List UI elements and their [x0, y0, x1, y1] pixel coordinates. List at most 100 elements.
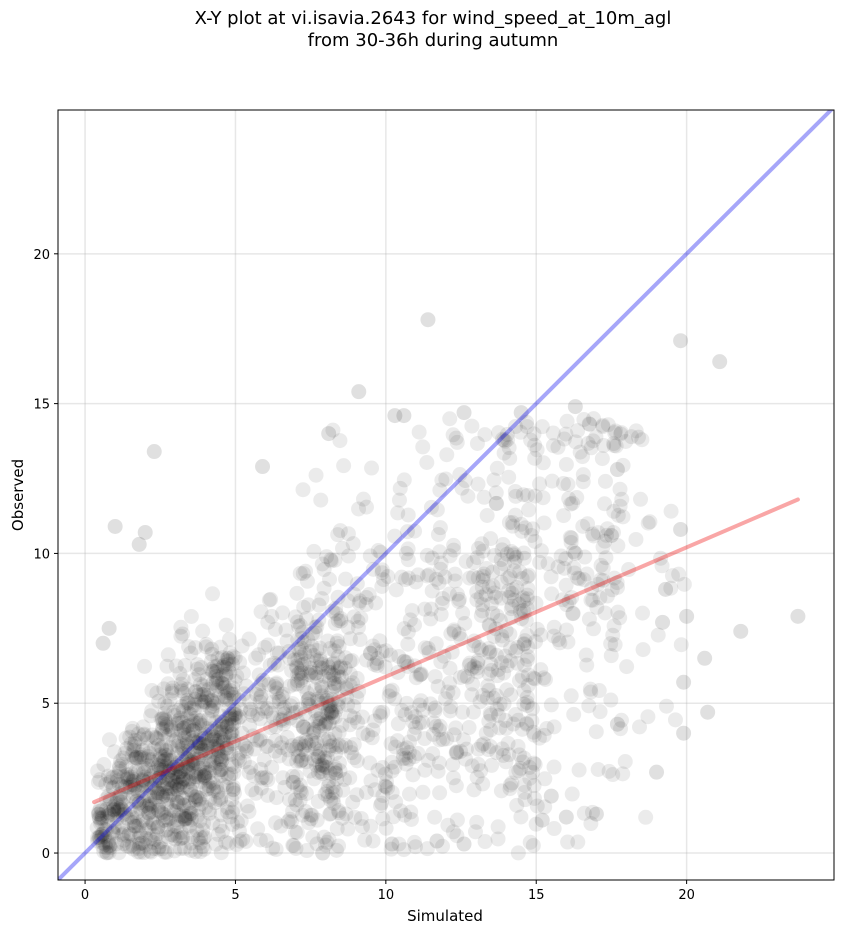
- scatter-point: [609, 575, 625, 591]
- scatter-point: [160, 698, 176, 714]
- scatter-point: [159, 780, 175, 796]
- scatter-point: [374, 795, 390, 811]
- scatter-point: [349, 787, 365, 803]
- scatter-point: [536, 670, 552, 686]
- scatter-point: [582, 681, 598, 697]
- scatter-point: [492, 560, 508, 576]
- scatter-point: [465, 676, 481, 692]
- scatter-point: [398, 756, 414, 772]
- scatter-point: [320, 633, 336, 649]
- scatter-point: [143, 768, 159, 784]
- scatter-point: [321, 664, 337, 680]
- scatter-point: [102, 774, 118, 790]
- scatter-point: [533, 627, 549, 643]
- scatter-point: [314, 556, 330, 572]
- scatter-point: [398, 750, 414, 766]
- scatter-point: [583, 816, 599, 832]
- scatter-point: [383, 841, 399, 857]
- scatter-point: [579, 657, 595, 673]
- scatter-point: [127, 814, 143, 830]
- scatter-point: [225, 656, 241, 672]
- scatter-point: [294, 657, 310, 673]
- scatter-point: [461, 657, 477, 673]
- scatter-point: [324, 703, 340, 719]
- scatter-point: [671, 566, 687, 582]
- scatter-point: [314, 656, 330, 672]
- scatter-point: [502, 626, 518, 642]
- scatter-point: [512, 564, 528, 580]
- scatter-point: [141, 771, 157, 787]
- scatter-point: [152, 773, 168, 789]
- scatter-point: [107, 518, 123, 534]
- scatter-point: [226, 785, 242, 801]
- scatter-point: [93, 832, 109, 848]
- scatter-point: [264, 705, 280, 721]
- scatter-point: [310, 793, 326, 809]
- scatter-point: [527, 450, 543, 466]
- scatter-point: [508, 488, 524, 504]
- scatter-point: [374, 644, 390, 660]
- scatter-point: [486, 629, 502, 645]
- scatter-point: [146, 841, 162, 857]
- scatter-point: [212, 762, 228, 778]
- scatter-point: [199, 737, 215, 753]
- scatter-point: [308, 665, 324, 681]
- scatter-point: [96, 843, 112, 859]
- scatter-point: [159, 716, 175, 732]
- scatter-point: [223, 746, 239, 762]
- scatter-point: [410, 746, 426, 762]
- scatter-point: [180, 756, 196, 772]
- scatter-point: [198, 745, 214, 761]
- scatter-point: [427, 669, 443, 685]
- scatter-point: [516, 636, 532, 652]
- scatter-point: [595, 539, 611, 555]
- scatter-point: [420, 312, 436, 328]
- scatter-point: [490, 668, 506, 684]
- scatter-point: [157, 710, 173, 726]
- scatter-point: [195, 623, 211, 639]
- scatter-point: [519, 414, 535, 430]
- scatter-point: [261, 676, 277, 692]
- scatter-point: [169, 781, 185, 797]
- scatter-point: [469, 435, 485, 451]
- scatter-point: [300, 597, 316, 613]
- scatter-point: [128, 750, 144, 766]
- x-tick-label: 5: [231, 888, 239, 903]
- scatter-point: [174, 699, 190, 715]
- scatter-point: [197, 769, 213, 785]
- scatter-point: [516, 777, 532, 793]
- scatter-point: [439, 731, 455, 747]
- scatter-point: [241, 804, 257, 820]
- scatter-point: [188, 755, 204, 771]
- scatter-point: [182, 771, 198, 787]
- scatter-point: [574, 449, 590, 465]
- scatter-point: [146, 444, 162, 460]
- scatter-point: [509, 797, 525, 813]
- scatter-point: [220, 650, 236, 666]
- scatter-point: [195, 678, 211, 694]
- scatter-point: [448, 720, 464, 736]
- scatter-point: [332, 659, 348, 675]
- scatter-point: [570, 834, 586, 850]
- scatter-point: [312, 743, 328, 759]
- scatter-point: [580, 516, 596, 532]
- scatter-point: [264, 759, 280, 775]
- scatter-point: [204, 743, 220, 759]
- scatter-point: [176, 798, 192, 814]
- scatter-point: [193, 740, 209, 756]
- scatter-point: [260, 637, 276, 653]
- scatter-point: [128, 794, 144, 810]
- scatter-point: [412, 667, 428, 683]
- scatter-point: [144, 780, 160, 796]
- scatter-point: [123, 827, 139, 843]
- scatter-point: [102, 794, 118, 810]
- scatter-point: [137, 524, 153, 540]
- scatter-point: [212, 756, 228, 772]
- scatter-point: [499, 426, 515, 442]
- scatter-point: [552, 635, 568, 651]
- scatter-point: [323, 553, 339, 569]
- scatter-point: [173, 841, 189, 857]
- scatter-point: [179, 710, 195, 726]
- scatter-point: [253, 604, 269, 620]
- scatter-point: [318, 716, 334, 732]
